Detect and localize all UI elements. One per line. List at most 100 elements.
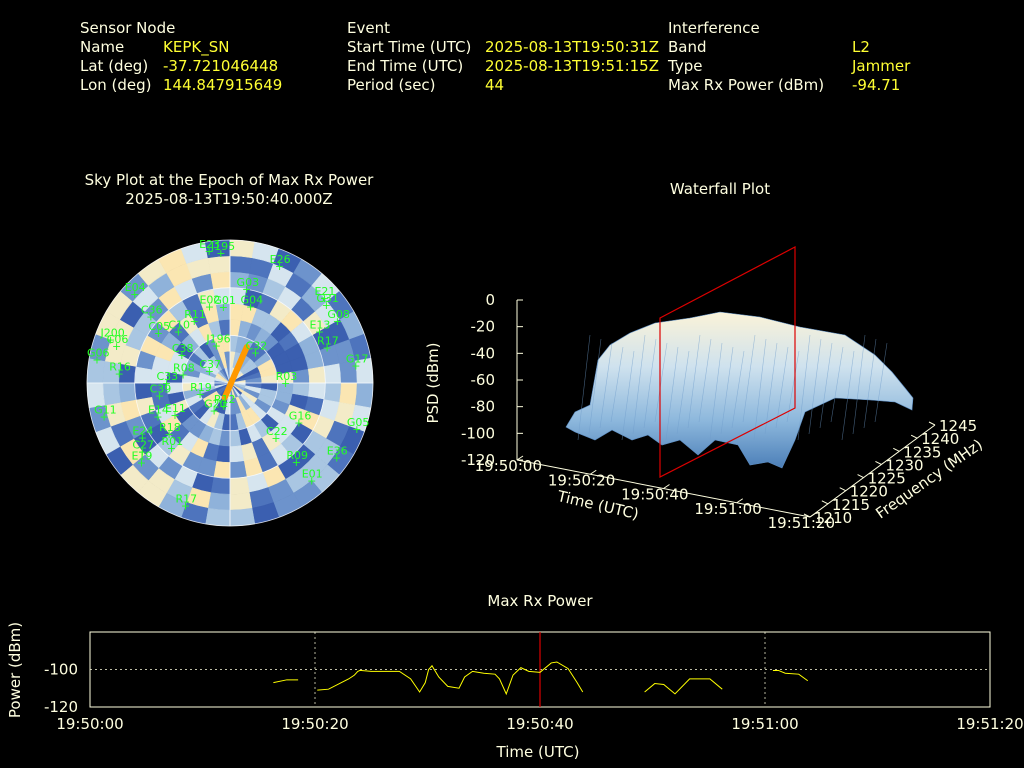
satellite-marker: + (205, 245, 214, 258)
satellite-label: E14 (148, 404, 169, 417)
satellite-marker: + (205, 300, 214, 313)
start-time-label: Start Time (UTC) (347, 38, 472, 56)
waterfall-ridge-line (665, 346, 679, 441)
event-heading: Event (347, 19, 390, 37)
waterfall-z-tick-label: -120 (461, 451, 495, 469)
max-rx-power-value: -94.71 (852, 76, 901, 94)
band-value: L2 (852, 38, 870, 56)
waterfall-y-tick (839, 487, 846, 492)
waterfall-y-tick-label: 1220 (850, 483, 888, 501)
satellite-label: C39 (150, 382, 172, 395)
power-chart-x-tick-label: 19:50:20 (281, 715, 348, 733)
satellite-label: E26 (270, 253, 291, 266)
satellite-marker: + (174, 325, 183, 338)
satellite-label: E04 (125, 281, 146, 294)
satellite-marker: + (246, 300, 255, 313)
satellite-marker: + (332, 452, 341, 465)
satellite-marker: + (351, 359, 360, 372)
satellite-marker: + (146, 311, 155, 324)
satellite-marker: + (219, 301, 228, 314)
band-label: Band (668, 38, 707, 56)
satellite-label: C36 (141, 304, 163, 317)
satellite-label: C32 (246, 340, 268, 353)
waterfall-y-tick-label: 1235 (903, 443, 941, 461)
satellite-label: E19 (131, 450, 152, 463)
power-series-segment (273, 679, 299, 684)
waterfall-ridge-line (819, 342, 833, 429)
power-chart-x-axis-title: Time (UTC) (496, 743, 580, 761)
satellite-label: C33 (156, 370, 178, 383)
satellite-marker: + (333, 315, 342, 328)
max-rx-power-label: Max Rx Power (dBm) (668, 76, 825, 94)
satellite-marker: + (196, 388, 205, 401)
waterfall-x-tick-label: 19:51:20 (768, 514, 835, 532)
waterfall-x-tick (589, 469, 597, 475)
satellite-label: G11 (94, 404, 117, 417)
waterfall-y-tick (875, 460, 882, 465)
waterfall-ridge-line (720, 346, 734, 435)
satellite-label: R03 (276, 370, 298, 383)
satellite-marker: + (92, 354, 101, 367)
waterfall-ridge-line (577, 334, 591, 441)
waterfall-ridge-line (753, 338, 767, 441)
satellite-label: J196 (205, 333, 230, 346)
satellite-label: R08 (173, 362, 195, 375)
waterfall-ridge-line (731, 350, 745, 429)
satellite-marker: + (112, 340, 121, 353)
waterfall-ridge-line (599, 342, 613, 429)
type-label: Type (668, 57, 703, 75)
power-chart-title: Max Rx Power (487, 592, 593, 610)
satellite-label: R17 (317, 335, 339, 348)
lat-value: -37.721046448 (163, 57, 279, 75)
satellite-marker: + (138, 432, 147, 445)
period-label: Period (sec) (347, 76, 436, 94)
satellite-label: E36 (327, 445, 348, 458)
satellite-label: E21 (314, 285, 335, 298)
waterfall-z-tick-label: -100 (461, 424, 495, 442)
satellite-label: J195 (210, 240, 235, 253)
waterfall-title: Waterfall Plot (669, 180, 771, 198)
satellite-marker: + (130, 288, 139, 301)
satellite-label: G31 (316, 292, 339, 305)
lat-label: Lat (deg) (80, 57, 149, 75)
waterfall-x-tick-label: 19:50:00 (475, 457, 542, 475)
waterfall-x-tick (663, 484, 670, 489)
satellite-label: R18 (159, 421, 181, 434)
skyplot-subtitle: 2025-08-13T19:50:40.000Z (125, 190, 333, 208)
satellite-marker: + (352, 423, 361, 436)
satellite-marker: + (275, 260, 284, 273)
power-series-segment (772, 669, 809, 682)
satellite-marker: + (292, 456, 301, 469)
satellite-label: G17 (346, 352, 369, 365)
satellite-label: R09 (286, 449, 308, 462)
interference-heading: Interference (668, 19, 760, 37)
satellite-label: E24 (132, 425, 153, 438)
skyplot-signal-track (221, 343, 250, 401)
waterfall-ridge-line (808, 338, 822, 435)
skyplot-title: Sky Plot at the Epoch of Max Rx Power (84, 171, 374, 189)
satellite-marker: + (281, 377, 290, 390)
satellite-marker: + (294, 417, 303, 430)
waterfall-ridge-line (786, 350, 800, 423)
waterfall-ridge-line (654, 342, 668, 423)
waterfall-ridge-line (863, 338, 877, 429)
waterfall-ridge-line (874, 342, 888, 423)
power-chart-x-tick-label: 19:50:40 (506, 715, 573, 733)
waterfall-ridge-line (764, 342, 778, 435)
waterfall-y-tick-label: 1225 (868, 470, 906, 488)
satellite-label: G08 (327, 308, 350, 321)
satellite-marker: + (167, 442, 176, 455)
power-chart-x-tick-label: 19:51:20 (956, 715, 1023, 733)
power-series-segment (644, 678, 723, 695)
waterfall-ridge-line (852, 334, 866, 435)
waterfall-ridge-line (742, 334, 756, 423)
satellite-label: G20 (204, 398, 227, 411)
waterfall-ridge-line (830, 346, 844, 423)
lon-label: Lon (deg) (80, 76, 152, 94)
satellite-marker: + (212, 340, 221, 353)
waterfall-x-tick-label: 19:50:20 (548, 471, 615, 489)
waterfall-z-tick-label: -20 (471, 318, 496, 336)
